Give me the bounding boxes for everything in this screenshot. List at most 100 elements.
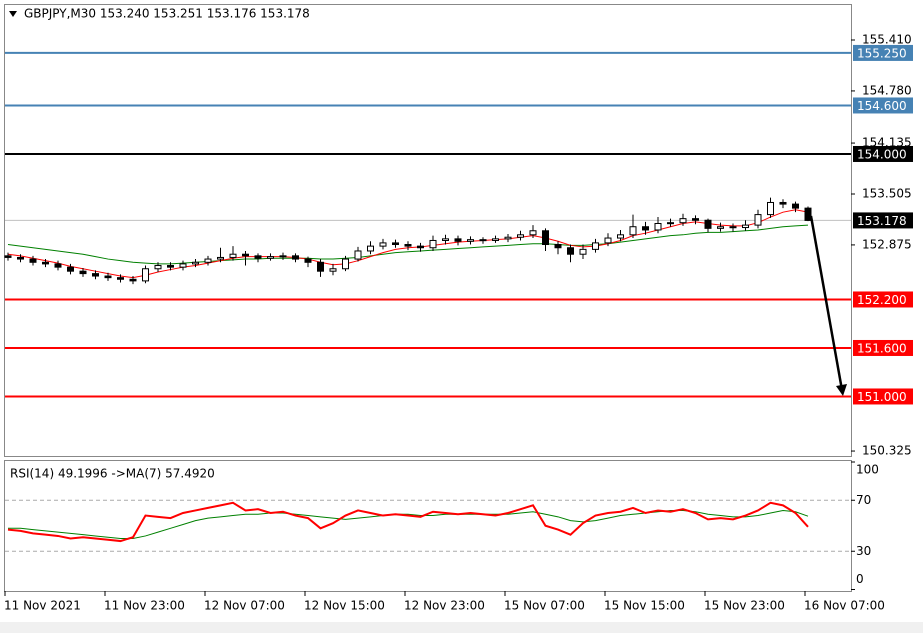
candle-body [742,224,749,229]
candle-body [242,253,249,257]
candle-body [304,258,312,263]
candle-body [517,234,524,238]
x-tick-label: 12 Nov 23:00 [404,599,485,613]
candle-body [654,222,662,231]
candle-body [167,265,174,268]
candle-body [329,268,337,272]
candle-body [704,219,712,229]
candle-body [429,239,437,249]
chart-title: GBPJPY,M30 153.240 153.251 153.176 153.1… [24,7,310,21]
rsi-y-tick-label: 70 [856,493,871,507]
level-label-box [853,339,913,356]
x-tick-label: 15 Nov 23:00 [704,599,785,613]
candle-body [229,253,237,258]
level-label: 151.600 [857,341,907,355]
candle-body [342,258,349,270]
candle-body [192,261,199,265]
level-label-box [853,291,913,308]
candle-body [129,278,137,282]
x-tick-label: 12 Nov 07:00 [204,599,285,613]
candle-body [679,218,687,224]
level-label: 152.200 [857,293,907,307]
candle-body [567,247,574,255]
candle-body [442,238,449,241]
candle-body [367,245,374,252]
candle-body [17,256,24,260]
level-label-box [853,145,913,162]
candle-body [754,214,762,226]
rsi-y-tick-label: 100 [856,463,879,477]
candle-body [454,238,462,242]
candle-body [117,277,124,280]
candle-body [279,255,287,258]
candle-body [142,268,149,282]
rsi-y-tick-label: 30 [856,544,871,558]
candle-body [4,255,12,258]
candle-body [79,270,87,275]
candle-body [604,237,612,244]
candle-body [354,250,362,260]
candle-body [579,248,587,255]
candle-body [792,203,799,209]
x-tick-label: 12 Nov 15:00 [304,599,385,613]
x-tick-label: 11 Nov 23:00 [104,599,185,613]
candle-body [254,255,262,259]
y-tick-label: 154.780 [862,83,912,97]
level-label: 154.000 [857,147,907,161]
candle-body [692,218,699,221]
candle-body [392,242,399,246]
current-price-label: 153.178 [857,214,907,228]
candle-body [529,230,537,236]
level-label: 155.250 [857,46,907,60]
level-label-box [853,97,913,114]
candle-body [767,201,774,216]
candle-body [492,238,499,241]
candle-body [179,263,187,268]
candle-body [379,242,387,247]
candle-body [92,273,99,277]
rsi-title: RSI(14) 49.1996 ->MA(7) 57.4920 [10,467,215,481]
level-label-box [853,44,913,61]
level-label: 154.600 [857,99,907,113]
candle-body [804,207,812,221]
y-tick-label: 155.410 [862,33,912,47]
candle-body [479,239,487,242]
dropdown-icon[interactable] [9,11,17,17]
main-pane [4,4,852,457]
rsi-y-tick-label: 0 [856,572,864,586]
candle-body [467,239,474,242]
forecast-arrow [809,215,844,391]
candle-body [317,261,324,272]
candle-body [554,244,562,249]
candle-body [54,263,62,268]
candle-body [154,265,162,270]
candle-body [104,275,112,279]
candle-body [729,226,737,229]
candle-body [504,236,512,240]
candle-body [592,242,599,250]
y-tick-label: 152.875 [862,237,912,251]
rsi-line [7,501,809,543]
candle-body [204,258,212,263]
candle-body [667,222,674,225]
candle-body [267,256,274,259]
candle-body [404,244,412,247]
x-tick-label: 15 Nov 15:00 [604,599,685,613]
y-tick-label: 153.505 [862,186,912,200]
level-label-box [853,388,913,405]
x-tick-label: 16 Nov 07:00 [804,599,885,613]
candle-body [629,226,637,236]
candle-body [642,226,649,231]
candle-body [67,266,74,272]
candle-body [542,230,549,246]
candle-body [617,234,624,239]
rsi-pane [4,460,852,592]
candle-body [717,226,724,229]
moving-average [7,224,809,265]
candle-body [292,255,299,260]
candle-body [29,258,37,263]
candle-body [417,245,424,249]
x-tick-label: 11 Nov 2021 [4,599,81,613]
